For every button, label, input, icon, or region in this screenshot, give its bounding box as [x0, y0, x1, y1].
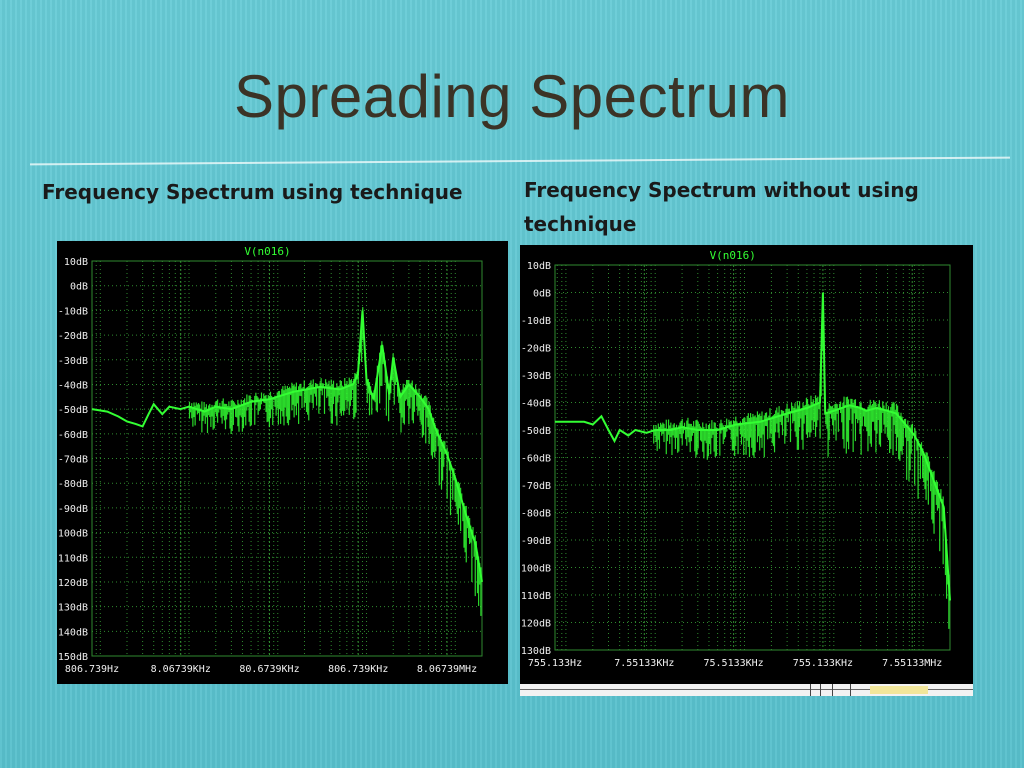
status-strip: [520, 684, 973, 696]
y-tick-label: 0dB: [533, 289, 551, 300]
spectrum-plot-without-technique: 10dB 0dB -10dB -20dB -30dB -40dB -50dB -60dB -70…: [520, 245, 973, 685]
y-tick-label: -150dB: [57, 652, 88, 663]
y-tick-label: -100dB: [520, 564, 551, 575]
y-tick-label: -80dB: [58, 479, 88, 490]
spectrum-plot-with-technique: 10dB 0dB -10dB -20dB -30dB -40dB -50dB -60dB -70…: [57, 241, 508, 684]
y-tick-label: -10dB: [521, 316, 551, 327]
trace-label: V(n016): [244, 245, 290, 258]
y-tick-label: -20dB: [521, 344, 551, 355]
x-tick-label: 806.739KHz: [328, 664, 388, 675]
y-tick-label: -30dB: [58, 356, 88, 367]
trace-label: V(n016): [710, 249, 756, 262]
y-tick-label: -50dB: [58, 405, 88, 416]
y-tick-label: -100dB: [57, 529, 88, 540]
y-tick-label: -50dB: [521, 426, 551, 437]
status-tick: [810, 684, 811, 696]
spectrum-trace: [91, 310, 483, 583]
x-tick-label: 8.06739MHz: [417, 664, 477, 675]
y-tick-label: -70dB: [58, 455, 88, 466]
y-tick-label: -70dB: [521, 481, 551, 492]
y-tick-label: -80dB: [521, 509, 551, 520]
x-tick-label: 7.55133KHz: [614, 658, 674, 669]
noise-band: [653, 307, 950, 629]
x-tick-label: 80.6739KHz: [239, 664, 299, 675]
noise-band: [188, 307, 482, 616]
y-tick-label: -130dB: [57, 603, 88, 614]
slide-title: Spreading Spectrum: [234, 63, 790, 130]
plot-frame: [554, 264, 951, 651]
y-tick-label: -130dB: [520, 646, 551, 657]
x-tick-label: 75.5133KHz: [704, 658, 764, 669]
x-tick-label: 8.06739KHz: [151, 664, 211, 675]
y-tick-label: -90dB: [58, 504, 88, 515]
status-highlight: [870, 686, 928, 694]
y-tick-label: -10dB: [58, 306, 88, 317]
y-tick-label: -40dB: [521, 399, 551, 410]
y-tick-label: -60dB: [521, 454, 551, 465]
x-tick-label: 755.133Hz: [528, 658, 582, 669]
y-tick-label: -110dB: [520, 591, 551, 602]
caption-left: Frequency Spectrum using technique: [42, 180, 463, 204]
x-tick-label: 755.133KHz: [793, 658, 853, 669]
y-tick-label: -120dB: [57, 578, 88, 589]
spectrum-chart-with-technique: 10dB 0dB -10dB -20dB -30dB -40dB -50dB -60dB -70…: [57, 245, 483, 675]
title-divider: [30, 156, 1010, 166]
y-tick-label: 10dB: [527, 261, 551, 272]
x-tick-label: 7.55133MHz: [882, 658, 942, 669]
status-strip-line: [520, 689, 973, 690]
y-tick-label: -60dB: [58, 430, 88, 441]
spectrum-chart-without-technique: 10dB 0dB -10dB -20dB -30dB -40dB -50dB -60dB -70…: [520, 249, 951, 669]
plot-frame: [91, 260, 483, 657]
status-tick: [850, 684, 851, 696]
y-tick-label: -90dB: [521, 536, 551, 547]
y-tick-label: 10dB: [64, 257, 88, 268]
y-tick-label: -140dB: [57, 627, 88, 638]
y-tick-label: -110dB: [57, 553, 88, 564]
y-tick-label: 0dB: [70, 282, 88, 293]
y-tick-label: -30dB: [521, 371, 551, 382]
x-tick-label: 806.739Hz: [65, 664, 119, 675]
status-tick: [820, 684, 821, 696]
caption-right: Frequency Spectrum without using techniq…: [524, 178, 919, 236]
y-tick-label: -40dB: [58, 380, 88, 391]
y-tick-label: -120dB: [520, 619, 551, 630]
status-tick: [832, 684, 833, 696]
y-tick-label: -20dB: [58, 331, 88, 342]
